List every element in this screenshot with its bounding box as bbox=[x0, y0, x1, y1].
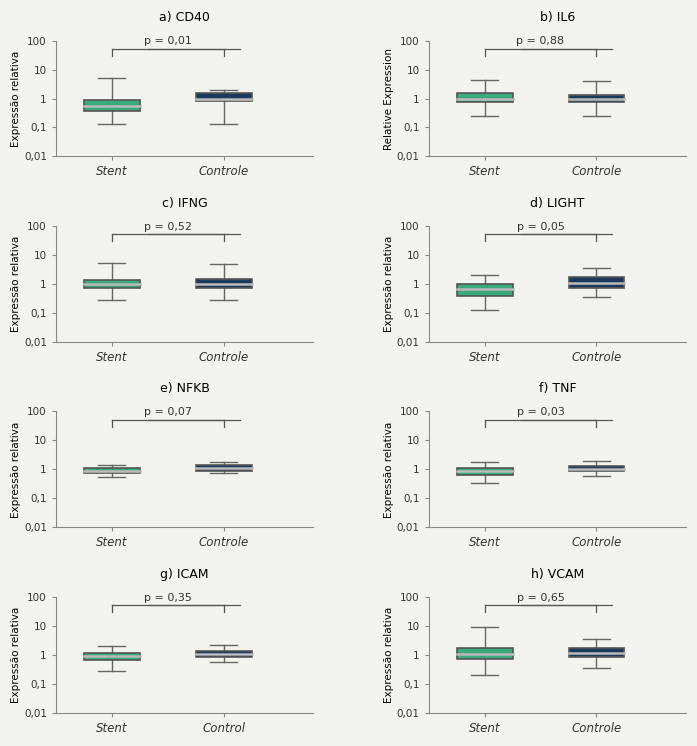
Title: c) IFNG: c) IFNG bbox=[162, 197, 207, 210]
Text: p = 0,88: p = 0,88 bbox=[516, 37, 565, 46]
Bar bbox=[569, 648, 625, 657]
Bar bbox=[569, 466, 625, 471]
Bar bbox=[457, 93, 512, 102]
Text: p = 0,65: p = 0,65 bbox=[516, 593, 565, 603]
Bar bbox=[196, 651, 252, 657]
Title: a) CD40: a) CD40 bbox=[159, 11, 210, 24]
Text: p = 0,07: p = 0,07 bbox=[144, 407, 192, 417]
Title: f) TNF: f) TNF bbox=[539, 382, 576, 395]
Text: p = 0,52: p = 0,52 bbox=[144, 222, 192, 232]
Text: p = 0,05: p = 0,05 bbox=[516, 222, 565, 232]
Y-axis label: Expressão relativa: Expressão relativa bbox=[11, 236, 21, 332]
Y-axis label: Expressão relativa: Expressão relativa bbox=[384, 236, 394, 332]
Y-axis label: Relative Expression: Relative Expression bbox=[384, 48, 394, 149]
Bar bbox=[84, 280, 140, 288]
Title: e) NFKB: e) NFKB bbox=[160, 382, 209, 395]
Bar bbox=[457, 648, 512, 659]
Bar bbox=[569, 278, 625, 288]
Bar bbox=[196, 279, 252, 288]
Bar bbox=[84, 100, 140, 110]
Bar bbox=[196, 93, 252, 101]
Bar bbox=[457, 468, 512, 475]
Title: d) LIGHT: d) LIGHT bbox=[530, 197, 585, 210]
Bar bbox=[84, 468, 140, 473]
Y-axis label: Expressão relativa: Expressão relativa bbox=[11, 606, 21, 703]
Text: p = 0,35: p = 0,35 bbox=[144, 593, 192, 603]
Y-axis label: Expressão relativa: Expressão relativa bbox=[11, 51, 21, 147]
Bar bbox=[196, 466, 252, 471]
Title: b) IL6: b) IL6 bbox=[539, 11, 575, 24]
Text: p = 0,03: p = 0,03 bbox=[516, 407, 565, 417]
Text: p = 0,01: p = 0,01 bbox=[144, 37, 192, 46]
Bar bbox=[84, 653, 140, 660]
Title: h) VCAM: h) VCAM bbox=[530, 568, 584, 580]
Bar bbox=[569, 95, 625, 102]
Y-axis label: Expressão relativa: Expressão relativa bbox=[11, 421, 21, 518]
Y-axis label: Expressão relativa: Expressão relativa bbox=[384, 421, 394, 518]
Bar bbox=[457, 284, 512, 295]
Title: g) ICAM: g) ICAM bbox=[160, 568, 208, 580]
Y-axis label: Expressão relativa: Expressão relativa bbox=[384, 606, 394, 703]
